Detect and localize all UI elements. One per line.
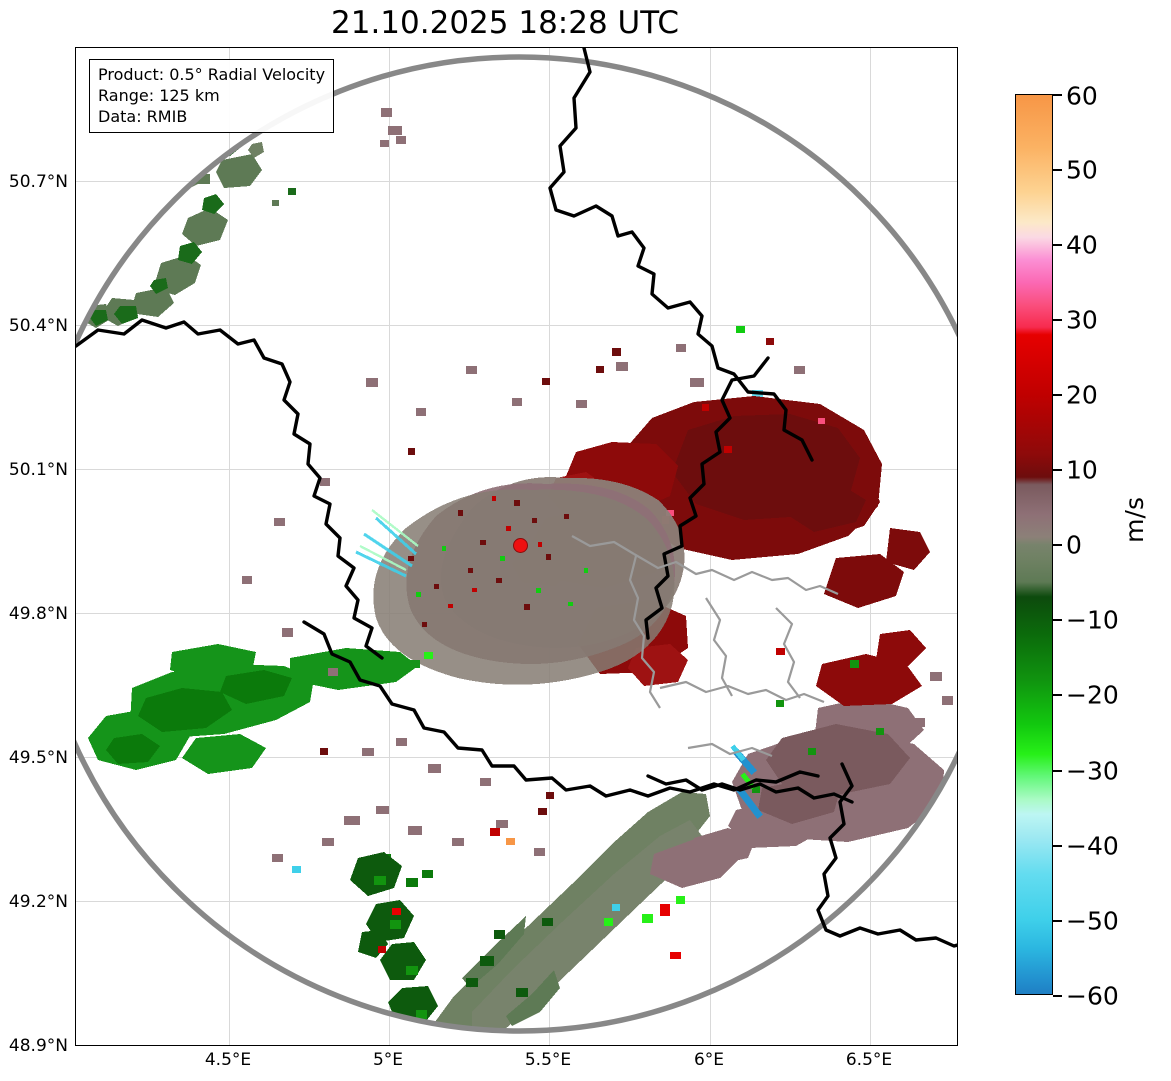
colorbar-tick: [1053, 544, 1062, 546]
y-tick-label: 49.5°N: [8, 748, 68, 768]
info-range-line: Range: 125 km: [98, 86, 220, 105]
colorbar-tick: [1053, 770, 1062, 772]
radar-map-panel[interactable]: Product: 0.5° Radial Velocity Range: 125…: [75, 47, 958, 1046]
colorbar-tick: [1053, 920, 1062, 922]
colorbar-tick-label: −40: [1066, 831, 1119, 861]
gridline-horizontal: [76, 325, 957, 326]
colorbar-tick: [1053, 94, 1062, 96]
radar-site-marker[interactable]: [513, 538, 528, 553]
x-tick-label: 5.5°E: [524, 1050, 572, 1070]
colorbar-tick-label: 20: [1066, 380, 1098, 410]
x-tick-label: 6.5°E: [845, 1050, 893, 1070]
y-tick-label: 49.2°N: [8, 892, 68, 912]
range-ring: [76, 54, 957, 1034]
colorbar-tick-label: 0: [1066, 530, 1082, 560]
colorbar-tick: [1053, 845, 1062, 847]
radar-echo-layer: [76, 48, 957, 1034]
colorbar-tick-label: 40: [1066, 230, 1098, 260]
colorbar-tick-label: 60: [1066, 81, 1098, 111]
gridline-vertical: [229, 48, 230, 1045]
colorbar[interactable]: [1015, 94, 1053, 995]
colorbar-tick: [1053, 244, 1062, 246]
y-tick-label: 50.4°N: [8, 316, 68, 336]
page-title: 21.10.2025 18:28 UTC: [331, 5, 679, 41]
colorbar-tick-label: −10: [1066, 605, 1119, 635]
colorbar-gradient: [1016, 95, 1052, 994]
colorbar-tick: [1053, 394, 1062, 396]
gridline-vertical: [870, 48, 871, 1045]
colorbar-tick-label: −60: [1066, 981, 1119, 1011]
colorbar-tick: [1053, 469, 1062, 471]
colorbar-tick: [1053, 694, 1062, 696]
colorbar-tick-label: 50: [1066, 155, 1098, 185]
x-tick-label: 6°E: [693, 1050, 725, 1070]
y-tick-label: 48.9°N: [8, 1036, 68, 1056]
y-tick-label: 50.1°N: [8, 460, 68, 480]
colorbar-tick: [1053, 619, 1062, 621]
colorbar-tick: [1053, 995, 1062, 997]
colorbar-tick-label: −30: [1066, 756, 1119, 786]
x-tick-label: 4.5°E: [204, 1050, 252, 1070]
colorbar-tick-label: 30: [1066, 305, 1098, 335]
gridline-horizontal: [76, 901, 957, 902]
country-borders: [76, 48, 957, 948]
gridline-vertical: [389, 48, 390, 1045]
colorbar-tick: [1053, 169, 1062, 171]
y-tick-label: 50.7°N: [8, 172, 68, 192]
info-data-line: Data: RMIB: [98, 107, 188, 126]
colorbar-tick-label: 10: [1066, 455, 1098, 485]
gridline-horizontal: [76, 181, 957, 182]
region-borders: [571, 535, 839, 758]
gridline-horizontal: [76, 469, 957, 470]
colorbar-tick-label: −20: [1066, 680, 1119, 710]
x-tick-label: 5°E: [372, 1050, 404, 1070]
info-product-line: Product: 0.5° Radial Velocity: [98, 65, 326, 84]
gridline-horizontal: [76, 757, 957, 758]
colorbar-tick-label: −50: [1066, 906, 1119, 936]
product-info-box: Product: 0.5° Radial Velocity Range: 125…: [89, 59, 335, 133]
colorbar-unit-label: m/s: [1120, 497, 1149, 543]
colorbar-tick: [1053, 319, 1062, 321]
y-tick-label: 49.8°N: [8, 604, 68, 624]
